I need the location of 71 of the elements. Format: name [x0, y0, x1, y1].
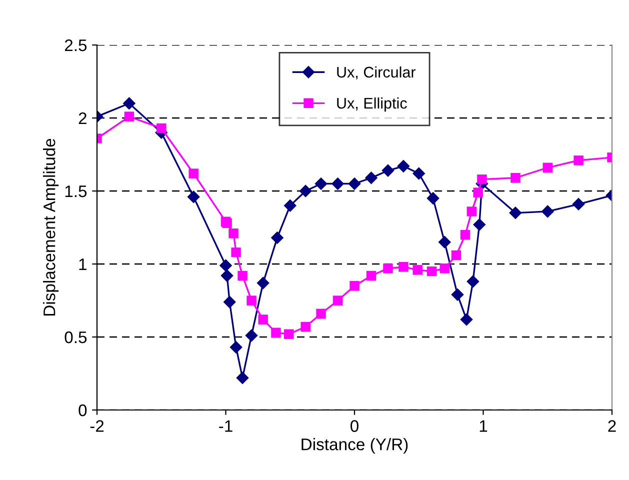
point [123, 97, 136, 110]
point [316, 308, 326, 318]
point [366, 270, 376, 281]
legend-label: Ux, Circular [337, 66, 416, 80]
point [224, 296, 236, 308]
point [348, 178, 361, 190]
point [477, 174, 487, 184]
y-tick-label: 0.5 [64, 331, 87, 344]
point [332, 178, 344, 190]
point [440, 264, 450, 274]
point [451, 250, 462, 260]
y-tick-label: 2 [78, 112, 86, 124]
point [438, 236, 451, 248]
point [314, 178, 328, 190]
point [460, 313, 473, 326]
point [510, 173, 520, 183]
point [220, 259, 232, 272]
point [473, 218, 486, 231]
point [271, 232, 284, 244]
point [383, 264, 393, 274]
point [542, 162, 552, 172]
x-tick-label: 1 [480, 420, 488, 432]
point [460, 230, 470, 240]
point [271, 328, 281, 338]
point [426, 192, 440, 204]
point [246, 296, 256, 306]
point [245, 329, 258, 342]
y-axis-title: Displacement Amplitude [43, 138, 59, 316]
point [466, 275, 480, 288]
point [299, 184, 312, 198]
point [350, 281, 360, 291]
point [398, 262, 408, 272]
point [412, 167, 425, 180]
point [426, 266, 437, 276]
x-tick-label: 0 [350, 420, 358, 432]
point [220, 270, 234, 282]
point [365, 172, 378, 184]
point [258, 314, 268, 324]
x-tick-label: -1 [219, 420, 232, 432]
point [238, 270, 248, 281]
point [231, 247, 241, 258]
point [473, 188, 483, 198]
point [451, 288, 464, 301]
point [574, 155, 584, 166]
y-tick-label: 2.5 [64, 39, 87, 52]
point [542, 205, 554, 218]
point [300, 322, 310, 332]
y-tick-label: 1.5 [65, 186, 87, 198]
point [284, 200, 296, 212]
point [124, 112, 134, 122]
point [397, 160, 410, 172]
point [509, 206, 522, 219]
x-axis-title: Distance (Y/R) [302, 438, 408, 454]
x-tick-label: -2 [90, 420, 104, 432]
point [412, 264, 422, 275]
y-tick-label: 0 [78, 404, 87, 416]
point [382, 164, 394, 177]
point [466, 206, 477, 216]
point [236, 372, 249, 384]
point [156, 123, 166, 134]
point [187, 190, 200, 203]
point [256, 276, 270, 290]
point [228, 228, 238, 238]
point [284, 329, 294, 339]
point [332, 296, 343, 306]
y-tick-label: 1 [79, 258, 86, 270]
point [188, 168, 198, 178]
point [230, 341, 242, 354]
x-tick-label: 2 [608, 420, 616, 432]
point [572, 198, 585, 210]
legend-label: Ux, Elliptic [337, 97, 407, 112]
